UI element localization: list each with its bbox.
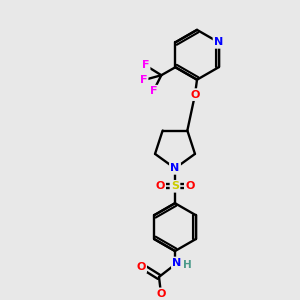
Text: F: F [142, 60, 149, 70]
Text: N: N [214, 37, 223, 47]
Text: O: O [136, 262, 146, 272]
Text: O: O [185, 181, 195, 191]
Text: F: F [150, 86, 157, 96]
Text: O: O [155, 181, 165, 191]
Text: H: H [183, 260, 191, 270]
Text: S: S [171, 181, 179, 191]
Text: N: N [170, 164, 180, 173]
Text: F: F [140, 75, 147, 85]
Text: N: N [172, 258, 182, 268]
Text: O: O [190, 90, 200, 100]
Text: O: O [156, 289, 166, 299]
